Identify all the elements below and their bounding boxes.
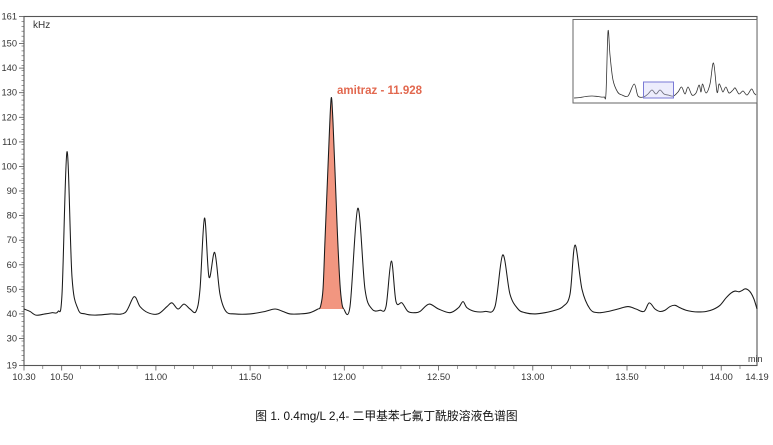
svg-text:14.00: 14.00 bbox=[710, 372, 733, 382]
svg-text:150: 150 bbox=[1, 39, 17, 49]
svg-text:min: min bbox=[748, 354, 763, 364]
svg-text:140: 140 bbox=[1, 63, 17, 73]
svg-text:60: 60 bbox=[7, 260, 17, 270]
svg-text:100: 100 bbox=[1, 161, 17, 171]
svg-text:90: 90 bbox=[7, 186, 17, 196]
svg-text:amitraz - 11.928: amitraz - 11.928 bbox=[337, 85, 423, 97]
svg-text:10.30: 10.30 bbox=[12, 372, 35, 382]
svg-text:40: 40 bbox=[7, 309, 17, 319]
svg-text:130: 130 bbox=[1, 88, 17, 98]
svg-text:14.19: 14.19 bbox=[745, 372, 768, 382]
svg-text:110: 110 bbox=[2, 137, 17, 147]
svg-text:13.50: 13.50 bbox=[615, 372, 638, 382]
svg-text:11.50: 11.50 bbox=[239, 372, 262, 382]
svg-text:kHz: kHz bbox=[33, 20, 50, 31]
svg-text:12.50: 12.50 bbox=[427, 372, 450, 382]
svg-text:80: 80 bbox=[7, 211, 17, 221]
svg-text:120: 120 bbox=[1, 112, 17, 122]
svg-text:13.00: 13.00 bbox=[521, 372, 544, 382]
svg-text:30: 30 bbox=[7, 334, 17, 344]
svg-text:12.00: 12.00 bbox=[333, 372, 356, 382]
svg-text:70: 70 bbox=[7, 235, 17, 245]
svg-text:10.50: 10.50 bbox=[50, 372, 73, 382]
svg-text:50: 50 bbox=[7, 284, 17, 294]
svg-text:11.00: 11.00 bbox=[145, 372, 168, 382]
svg-text:161: 161 bbox=[1, 12, 17, 22]
svg-text:19: 19 bbox=[7, 361, 17, 371]
